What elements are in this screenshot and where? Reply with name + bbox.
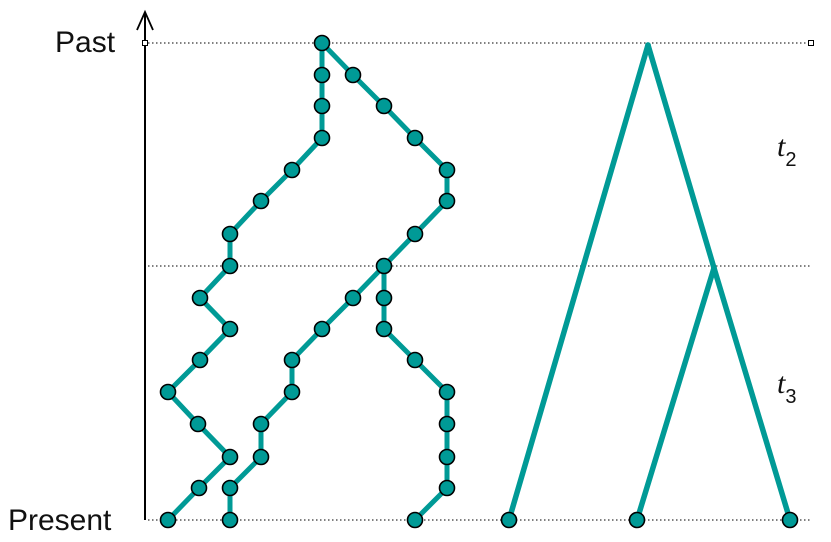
time-lines (142, 40, 814, 521)
lineage-node (191, 351, 209, 369)
lineage-node (189, 415, 207, 433)
lineage-node (221, 320, 239, 338)
lineage-node (221, 479, 239, 497)
lineage-node (221, 448, 239, 466)
lineage-node (438, 192, 456, 210)
lineage-node (313, 66, 331, 84)
lineage-node (221, 511, 239, 529)
lineage-node (438, 448, 456, 466)
lineage-node (190, 479, 208, 497)
past-label: Past (55, 26, 116, 59)
lineage-node (313, 129, 331, 147)
lineage-node (252, 448, 270, 466)
lineage-left (165, 40, 325, 523)
lineage-node (159, 511, 177, 529)
lineage-node (344, 289, 362, 307)
lineage-node (221, 225, 239, 243)
lineage-node (438, 415, 456, 433)
lineage-node (252, 192, 270, 210)
interval-label-t2-sub: 2 (785, 149, 796, 171)
present-label: Present (8, 504, 112, 537)
lineage-node (283, 383, 301, 401)
lineage-node (313, 34, 331, 52)
small-square-icon (142, 40, 148, 46)
tree-edge-root-inner (645, 42, 717, 271)
lineage-node (438, 161, 456, 179)
lineage-node (406, 511, 424, 529)
lineage-third (381, 263, 450, 523)
small-square-icon (808, 40, 814, 46)
lineage-node (313, 320, 331, 338)
genealogy-lineages (159, 34, 456, 529)
lineage-node (375, 97, 393, 115)
tree-edge-root-left (506, 42, 651, 523)
lineage-node (375, 257, 393, 275)
tree-edge-inner-middle (634, 265, 717, 523)
lineage-node (375, 320, 393, 338)
lineage-node (159, 383, 177, 401)
tree-tip-2 (628, 511, 646, 529)
lineage-node (438, 479, 456, 497)
lineage-node (406, 225, 424, 243)
time-axis (136, 9, 154, 520)
lineage-node (375, 289, 393, 307)
lineage-node (283, 161, 301, 179)
interval-label-t2: t2 (777, 130, 796, 171)
interval-label-t3: t3 (777, 367, 796, 408)
lineage-node (252, 415, 270, 433)
lineage-node (406, 351, 424, 369)
lineage-node (191, 289, 209, 307)
lineage-node (438, 383, 456, 401)
lineage-node (344, 66, 362, 84)
interval-label-t2-italic: t (777, 130, 786, 163)
interval-label-t3-italic: t (777, 367, 786, 400)
lineage-node (283, 351, 301, 369)
tree-tip-3 (781, 511, 799, 529)
lineage-node (221, 257, 239, 275)
lineage-node (406, 129, 424, 147)
interval-label-t3-sub: 3 (785, 386, 796, 408)
up-arrow-icon (136, 9, 154, 31)
tree-tip-1 (500, 511, 518, 529)
coalescent-tree (500, 42, 799, 529)
lineage-node (313, 97, 331, 115)
tree-edge-inner-right (711, 265, 793, 523)
lineage-second (227, 40, 450, 523)
